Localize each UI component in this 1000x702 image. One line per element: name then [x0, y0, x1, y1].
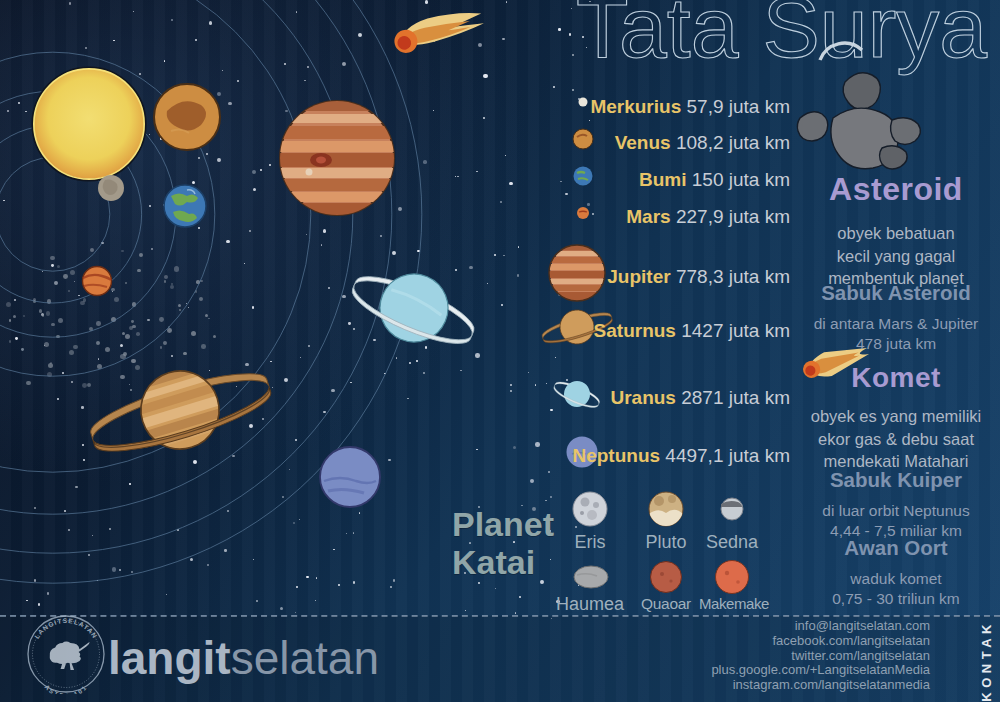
- svg-text:ASTRO 101: ASTRO 101: [44, 683, 89, 694]
- svg-text:LANGITSELATAN: LANGITSELATAN: [33, 617, 99, 640]
